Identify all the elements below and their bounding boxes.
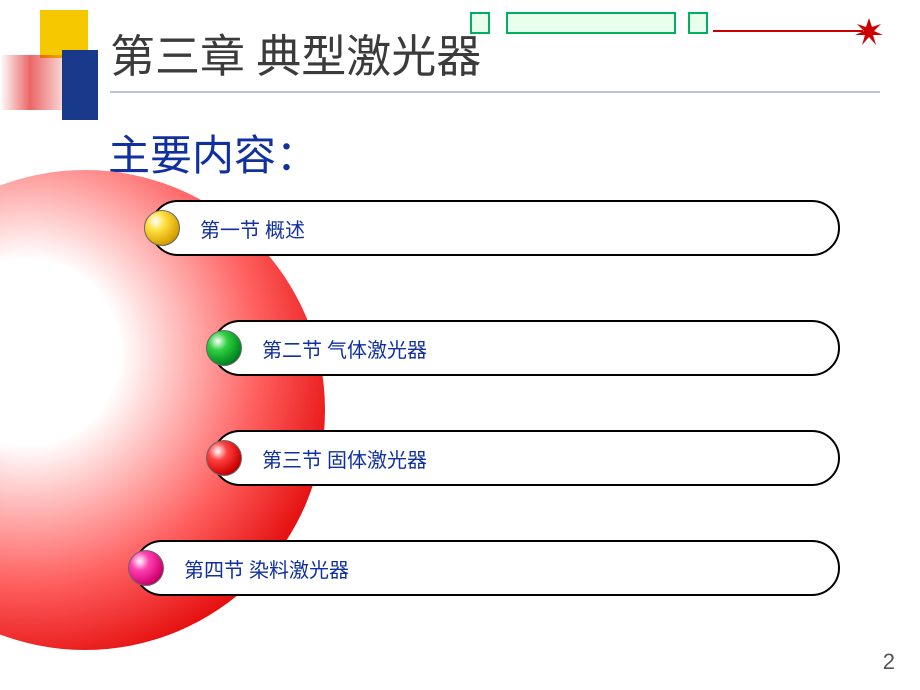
section-pill-3: 第三节 固体激光器 (212, 430, 840, 486)
laser-mirror-right (688, 12, 708, 34)
section-pill-1: 第一节 概述 (150, 200, 840, 256)
deco-square-blue (62, 50, 98, 120)
section-label-3: 第三节 固体激光器 (262, 444, 427, 473)
section-label-2: 第二节 气体激光器 (262, 334, 427, 363)
section-label-4: 第四节 染料激光器 (184, 554, 349, 583)
section-label-1: 第一节 概述 (200, 214, 305, 243)
section-ball-1 (144, 210, 180, 246)
page-number: 2 (883, 649, 895, 675)
laser-cavity (506, 12, 676, 34)
title-underline (110, 91, 880, 93)
section-pill-4: 第四节 染料激光器 (134, 540, 840, 596)
section-pill-2: 第二节 气体激光器 (212, 320, 840, 376)
section-ball-4 (128, 550, 164, 586)
laser-burst-icon (855, 18, 883, 46)
laser-beam (713, 30, 863, 32)
subtitle: 主要内容： (108, 122, 318, 183)
chapter-title: 第三章 典型激光器 (110, 20, 481, 85)
section-ball-3 (206, 440, 242, 476)
slide: 第三章 典型激光器 主要内容： 第一节 概述第二节 气体激光器第三节 固体激光器… (0, 0, 920, 690)
section-ball-2 (206, 330, 242, 366)
